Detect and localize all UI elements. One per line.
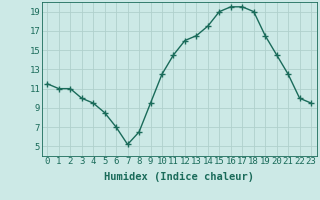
X-axis label: Humidex (Indice chaleur): Humidex (Indice chaleur) (104, 172, 254, 182)
